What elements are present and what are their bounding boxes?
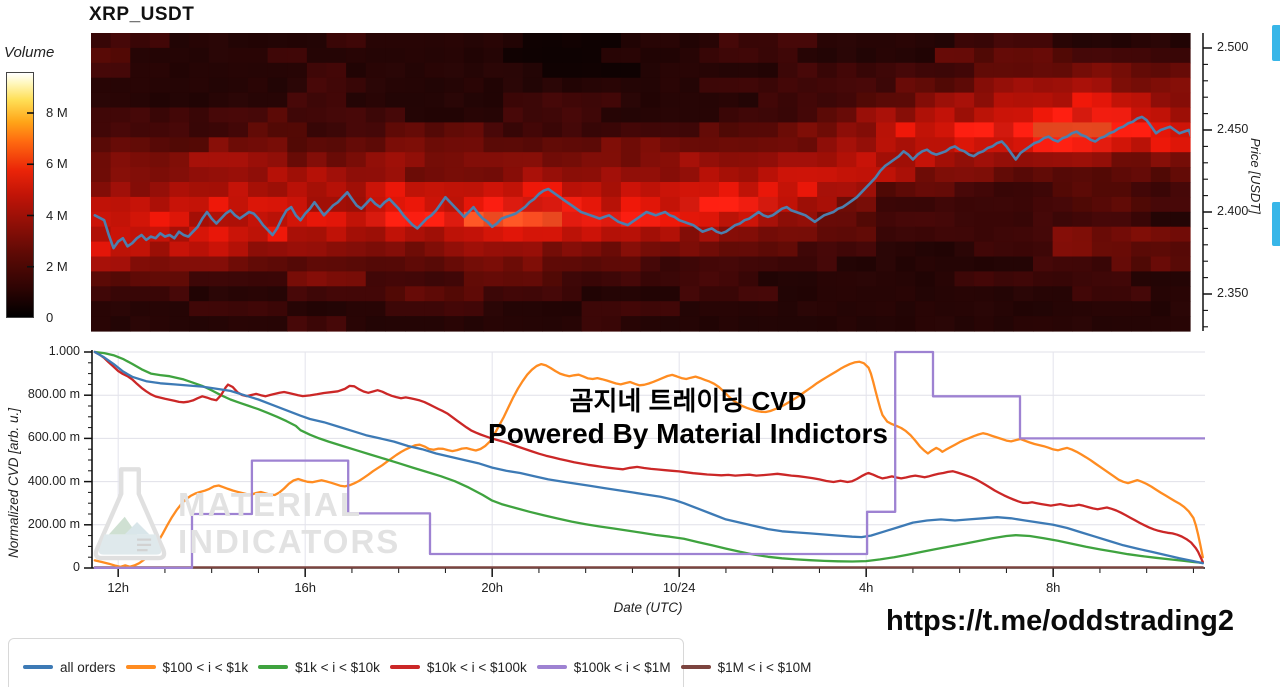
- legend-dash-icon: [680, 665, 711, 669]
- cvd-xtick-20h: 20h: [481, 580, 504, 595]
- material-indicators-wordmark: MATERIAL INDICATORS: [178, 486, 400, 560]
- legend-item-5[interactable]: $1M < i < $10M: [680, 659, 812, 675]
- price-tick-2.450: 2.450: [1217, 122, 1249, 136]
- cvd-y-axis-title: Normalized CVD [arb. u.]: [6, 407, 21, 558]
- legend-label: $10k < i < $100k: [426, 659, 527, 675]
- colorbar-tick-2M: 2 M: [46, 258, 68, 274]
- chart-title: XRP_USDT: [89, 4, 195, 25]
- telegram-url-text: https://t.me/oddstrading2: [886, 605, 1234, 637]
- legend-dash-icon: [23, 665, 53, 669]
- price-tick-2.500: 2.500: [1217, 40, 1249, 54]
- right-edge-accent-bar-top[interactable]: [1272, 25, 1280, 61]
- overlay-watermark-korean: 곰지네 트레이딩 CVD: [569, 386, 807, 416]
- cvd-xtick-8h: 8h: [1045, 580, 1061, 595]
- series-legend: all orders $100 < i < $1k $1k < i < $10k $1…: [8, 638, 811, 687]
- cvd-xtick-16h: 16h: [294, 580, 317, 595]
- legend-label: $100k < i < $1M: [573, 659, 671, 675]
- cvd-ytick-200.00m: 200.00 m: [27, 516, 80, 531]
- legend-label: all orders: [60, 659, 116, 675]
- wordmark-line-2: INDICATORS: [178, 523, 401, 560]
- legend-item-0[interactable]: all orders: [23, 660, 116, 675]
- cvd-ytick-0: 0: [73, 560, 80, 574]
- price-tick-2.350: 2.350: [1217, 286, 1249, 300]
- colorbar-tick-8M: 8 M: [46, 105, 68, 120]
- colorbar-tick-6M: 6 M: [46, 156, 68, 172]
- overlay-watermark-powered-by: Powered By Material Indictors: [488, 417, 888, 449]
- legend-item-1[interactable]: $100 < i < $1k: [125, 659, 249, 675]
- cvd-ytick-600.00m: 600.00 m: [27, 430, 80, 445]
- cvd-ytick-400.00m: 400.00 m: [27, 473, 80, 488]
- cvd-ytick-800.00m: 800.00 m: [27, 387, 80, 402]
- price-axis-title: Price [USDT]: [1248, 138, 1263, 214]
- legend-dash-icon: [125, 665, 156, 669]
- cvd-xtick-10/24: 10/24: [662, 580, 696, 595]
- cvd-xtick-12h: 12h: [107, 580, 130, 595]
- legend-dash-icon: [536, 665, 567, 669]
- legend-item-2[interactable]: $1k < i < $10k: [258, 660, 380, 675]
- legend-label: $100 < i < $1k: [162, 659, 249, 675]
- cvd-ytick-1.000: 1.000: [48, 344, 80, 358]
- x-axis-title: Date (UTC): [613, 600, 683, 615]
- colorbar-tick-0: 0: [46, 310, 54, 325]
- legend-label: $1k < i < $10k: [295, 659, 380, 675]
- cvd-xtick-4h: 4h: [858, 580, 874, 595]
- legend-item-4[interactable]: $100k < i < $1M: [536, 659, 671, 675]
- legend-item-3[interactable]: $10k < i < $100k: [389, 659, 527, 675]
- right-edge-accent-bar-mid[interactable]: [1272, 202, 1280, 246]
- price-tick-2.400: 2.400: [1217, 204, 1249, 218]
- material-indicators-flask-icon: [93, 467, 167, 561]
- volume-colorbar-label: Volume: [4, 44, 55, 61]
- legend-label: $1M < i < $10M: [717, 659, 812, 675]
- legend-dash-icon: [258, 665, 289, 669]
- colorbar-tick-4M: 4 M: [46, 207, 68, 223]
- wordmark-line-1: MATERIAL: [178, 486, 363, 523]
- overlay-watermark: 곰지네 트레이딩 CVD Powered By Material Indicto…: [488, 386, 888, 450]
- legend-dash-icon: [389, 665, 420, 669]
